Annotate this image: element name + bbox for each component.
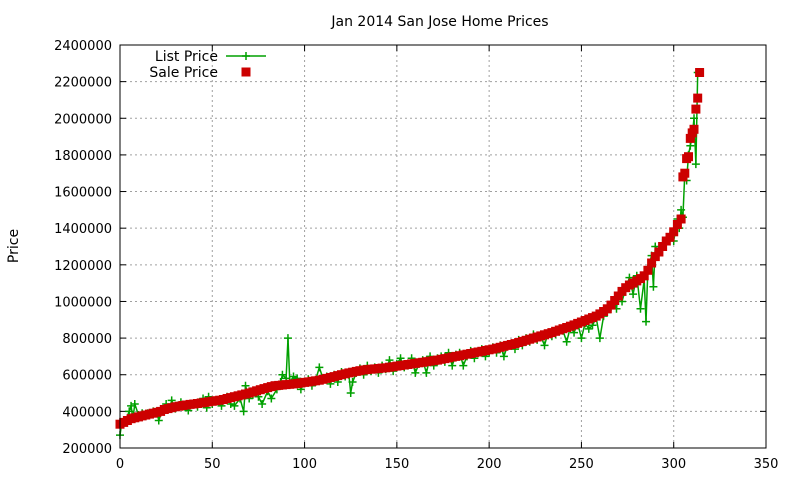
list-price-point (636, 304, 645, 313)
sale-price-point (680, 168, 690, 178)
sale-price-point (658, 242, 668, 251)
sale-price-point (689, 124, 699, 134)
y-axis-label: Price (6, 229, 22, 263)
list-price-point (346, 389, 355, 398)
list-price-point (278, 370, 287, 379)
y-tick-label: 2000000 (54, 112, 112, 127)
list-price-point (499, 352, 508, 361)
list-price-point (677, 205, 686, 214)
sale-price-point (643, 265, 653, 275)
x-tick-label: 300 (661, 457, 686, 472)
x-tick-label: 50 (204, 457, 221, 472)
y-tick-label: 1400000 (54, 222, 112, 237)
x-tick-label: 200 (477, 457, 502, 472)
list-price-point (130, 400, 139, 409)
list-price-point (595, 334, 604, 343)
chart-title: Jan 2014 San Jose Home Prices (330, 14, 548, 30)
sale-price-point (685, 133, 695, 143)
grid (120, 45, 766, 448)
y-tick-label: 1000000 (54, 295, 112, 310)
sale-price-point (693, 93, 703, 103)
sale-price-point (613, 291, 623, 301)
y-tick-label: 2400000 (54, 39, 112, 54)
list-price-point (348, 378, 357, 387)
list-price-point (448, 361, 457, 370)
y-tick-label: 1800000 (54, 149, 112, 164)
sale-price-point (606, 300, 616, 310)
plot-frame (119, 44, 767, 449)
list-price-point (241, 381, 250, 390)
legend-sale-price-label: Sale Price (149, 65, 218, 81)
y-tick-label: 2200000 (54, 76, 112, 91)
x-tick-label: 100 (292, 457, 317, 472)
legend-list-price-label: List Price (155, 49, 218, 65)
sale-price-point (672, 220, 682, 229)
list-price-point (691, 160, 700, 169)
list-price-point (411, 368, 420, 377)
axis-ticks: 0 50 100 150 200 250 300 350 200000 400000 600000 8… (54, 39, 778, 472)
sale-price-point (695, 68, 705, 77)
x-tick-label: 0 (116, 457, 124, 472)
list-price-point (258, 400, 267, 409)
sale-price-point (650, 252, 660, 262)
y-tick-label: 1200000 (54, 259, 112, 274)
list-price-line (119, 72, 699, 436)
list-price-point (230, 401, 239, 410)
sale-price-point (647, 258, 657, 268)
data-series (115, 68, 705, 440)
sale-price-point (676, 214, 686, 224)
sale-price-point (654, 247, 664, 257)
list-price-point (127, 401, 136, 410)
sale-price-point (639, 271, 649, 281)
list-price-point (154, 416, 163, 425)
list-price-point (422, 368, 431, 377)
x-tick-label: 150 (384, 457, 409, 472)
y-tick-label: 800000 (62, 332, 112, 347)
list-price-point (629, 290, 638, 299)
list-price-point (540, 341, 549, 350)
list-price-point (686, 141, 695, 150)
y-tick-label: 400000 (62, 405, 112, 420)
list-price-point (267, 394, 276, 403)
list-price-point (649, 282, 658, 291)
list-price-point (239, 407, 248, 416)
list-price-point (584, 324, 593, 333)
list-price-point (577, 334, 586, 343)
x-tick-label: 350 (754, 457, 779, 472)
list-price-point (125, 407, 134, 416)
list-price-point (459, 361, 468, 370)
sale-price-point (665, 232, 675, 242)
y-tick-label: 1600000 (54, 186, 112, 201)
legend: List Price Sale Price (149, 49, 266, 81)
y-tick-label: 200000 (62, 442, 112, 457)
sale-price-point (684, 152, 693, 162)
list-price-point (690, 114, 699, 123)
x-tick-label: 250 (569, 457, 594, 472)
y-tick-label: 600000 (62, 369, 112, 384)
list-price-point (642, 317, 651, 326)
legend-sale-price-marker (241, 67, 251, 77)
list-price-point (562, 337, 571, 346)
list-price-point (283, 334, 292, 343)
sale-price-point (691, 104, 701, 114)
list-price-point (315, 363, 324, 372)
legend-list-price-marker (242, 52, 250, 60)
sale-price-point (669, 227, 679, 237)
